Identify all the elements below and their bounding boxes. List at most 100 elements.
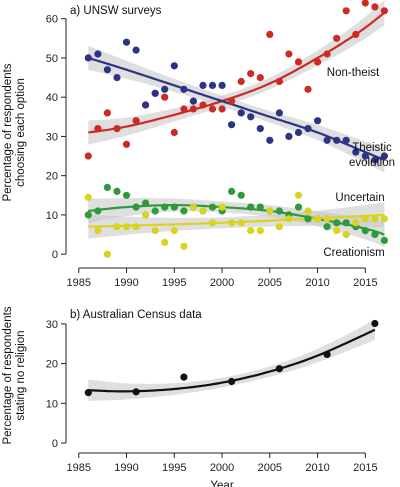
data-point-uncertain	[247, 203, 255, 211]
data-point-creationism	[94, 227, 102, 235]
x-tick-label: 2015	[353, 277, 377, 289]
data-point-non-theist	[199, 101, 207, 109]
data-point-theistic-evolution	[161, 85, 169, 93]
data-point-non-theist	[218, 105, 226, 113]
data-point-uncertain	[151, 207, 159, 215]
data-point-theistic-evolution	[275, 109, 283, 117]
trend-line-theistic-evolution	[87, 56, 385, 161]
data-point-creationism	[180, 242, 188, 250]
data-point-non-theist	[371, 3, 379, 11]
series-label-non-theist: Non-theist	[327, 67, 380, 79]
data-point-uncertain	[275, 207, 283, 215]
data-point-theistic-evolution	[170, 62, 178, 70]
data-point-uncertain	[333, 219, 341, 227]
data-point-creationism	[161, 238, 169, 246]
data-point-theistic-evolution	[122, 38, 131, 46]
y-axis-label: choosing each option	[15, 78, 27, 187]
data-point-non-theist	[247, 70, 255, 78]
data-point-creationism	[199, 207, 207, 215]
data-point-non-theist	[208, 105, 217, 113]
data-point-creationism	[228, 219, 236, 227]
y-tick-label: 30	[46, 319, 58, 331]
x-tick-label: 2010	[305, 277, 329, 289]
panel-title: b) Australian Census data	[70, 309, 202, 321]
data-point-creationism	[256, 227, 264, 235]
data-point-theistic-evolution	[189, 97, 197, 105]
data-point-creationism	[237, 219, 245, 227]
data-point-creationism	[371, 215, 379, 223]
data-point-non-theist	[314, 58, 322, 66]
data-point-creationism	[361, 215, 369, 223]
data-point-uncertain	[371, 230, 379, 239]
data-point-census	[228, 377, 236, 386]
data-point-creationism	[266, 207, 274, 215]
series-label-creationism: Creationism	[323, 247, 384, 259]
x-tick-label: 2010	[305, 462, 329, 474]
data-point-theistic-evolution	[314, 117, 322, 125]
data-point-creationism	[247, 227, 255, 235]
data-point-creationism	[151, 227, 159, 235]
data-point-theistic-evolution	[113, 74, 121, 82]
data-point-creationism	[132, 223, 140, 231]
y-axis-label: stating no religion	[15, 330, 27, 420]
data-point-uncertain	[170, 203, 178, 211]
data-point-uncertain	[84, 211, 92, 219]
data-point-non-theist	[294, 58, 303, 66]
data-point-theistic-evolution	[247, 113, 255, 121]
data-point-uncertain	[122, 191, 131, 199]
y-tick-label: 50	[46, 53, 58, 65]
data-point-theistic-evolution	[352, 148, 360, 156]
data-point-census	[84, 389, 92, 397]
data-point-uncertain	[361, 227, 369, 235]
confidence-band-theistic-evolution	[88, 45, 385, 173]
data-point-census	[132, 388, 140, 396]
data-point-non-theist	[266, 30, 274, 38]
data-point-theistic-evolution	[361, 152, 369, 160]
data-point-theistic-evolution	[84, 54, 92, 62]
chart-panel-a: 0 10 20 30 40 50 60 1985 1990 1995 2000 2005 2010 201…	[2, 0, 395, 289]
data-point-uncertain	[323, 223, 331, 231]
data-point-theistic-evolution	[333, 136, 341, 144]
data-point-creationism	[218, 203, 226, 211]
data-point-non-theist	[161, 93, 169, 101]
data-point-creationism	[84, 193, 92, 201]
data-point-non-theist	[275, 77, 283, 86]
data-point-census	[180, 373, 188, 381]
data-point-non-theist	[94, 125, 102, 133]
data-point-creationism	[304, 207, 312, 215]
data-point-non-theist	[122, 140, 131, 148]
data-point-creationism	[113, 223, 121, 231]
data-point-theistic-evolution	[103, 66, 111, 74]
data-point-theistic-evolution	[208, 81, 217, 89]
data-point-non-theist	[380, 7, 388, 15]
data-point-uncertain	[380, 236, 388, 244]
data-point-uncertain	[113, 187, 121, 195]
data-point-uncertain	[132, 203, 140, 211]
x-tick-label: 2000	[210, 462, 234, 474]
trend-line-non-theist	[88, 11, 386, 134]
chart-panel-b: 0 10 20 30 1985 1990 1995 2000 2005 2010 2015 b) Au…	[2, 306, 379, 487]
data-point-creationism	[170, 227, 178, 235]
data-point-creationism	[323, 215, 331, 223]
data-point-non-theist	[237, 77, 245, 86]
data-point-non-theist	[361, 0, 369, 7]
series-label-theistic-evolution: Theistic	[352, 142, 392, 154]
data-point-uncertain	[294, 203, 303, 211]
x-tick-label: 2015	[353, 462, 377, 474]
data-point-creationism	[122, 223, 131, 231]
data-point-non-theist	[352, 30, 360, 38]
data-point-creationism	[285, 215, 293, 223]
data-point-theistic-evolution	[94, 50, 102, 58]
series-label-theistic-evolution: evolution	[349, 157, 395, 169]
data-point-non-theist	[256, 74, 264, 82]
data-point-creationism	[103, 250, 111, 258]
data-point-creationism	[189, 203, 197, 211]
panel-title: a) UNSW surveys	[70, 5, 162, 17]
data-point-uncertain	[342, 219, 350, 227]
data-point-non-theist	[180, 105, 188, 113]
data-point-uncertain	[304, 215, 312, 223]
x-tick-label: 1995	[162, 462, 186, 474]
data-point-non-theist	[285, 50, 293, 58]
x-tick-label: 2005	[258, 277, 282, 289]
